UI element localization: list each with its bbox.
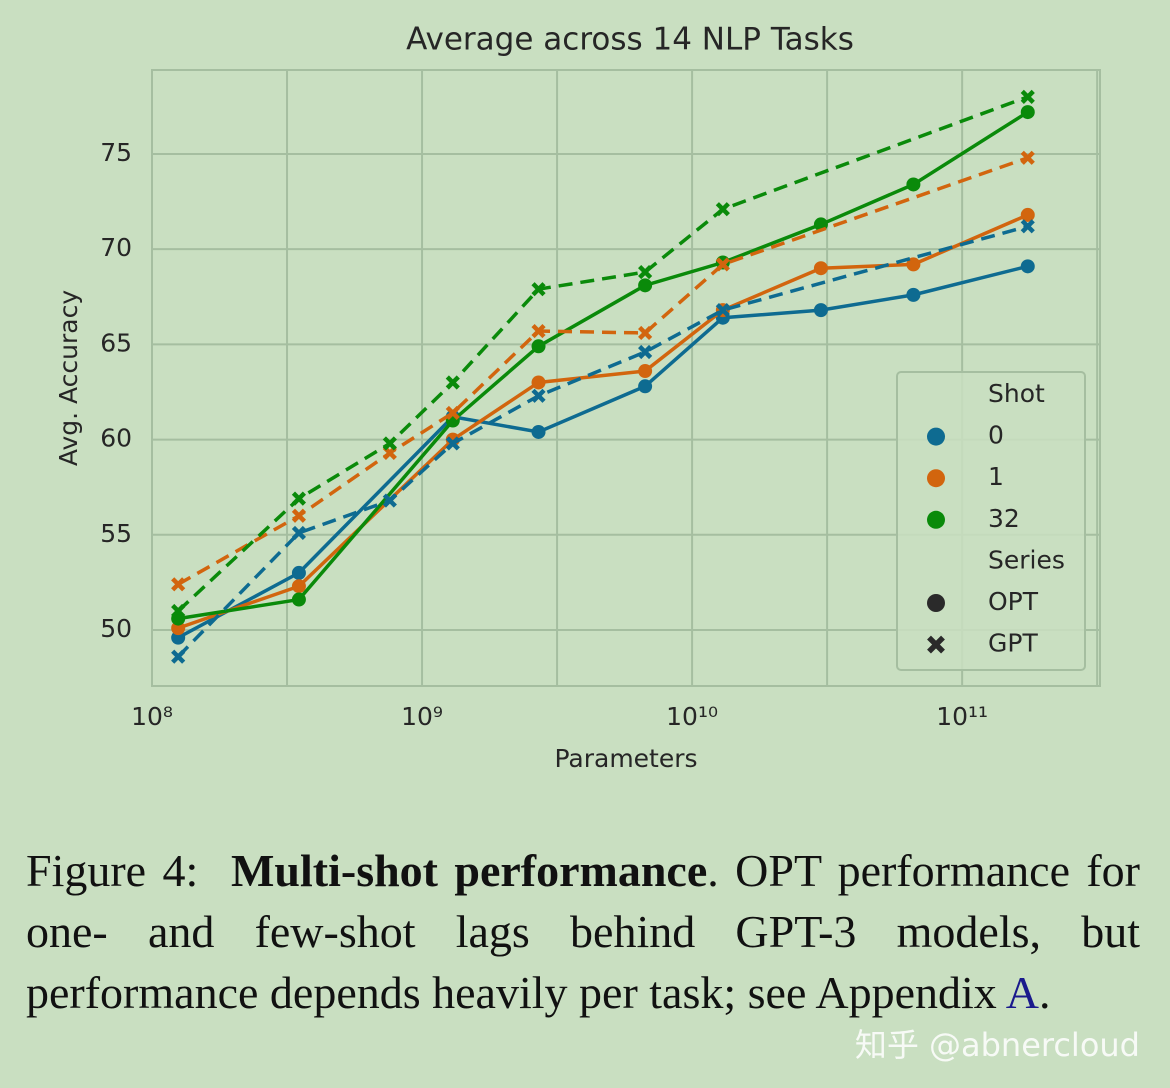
point [906, 177, 921, 192]
x-tick-label: 10⁹ [401, 702, 443, 731]
point [171, 603, 186, 619]
point [638, 325, 653, 341]
caption: Figure 4: Multi-shot performance. OPT pe… [26, 840, 1140, 1023]
point [531, 339, 546, 354]
plot-frame [151, 69, 1101, 687]
point [531, 388, 546, 403]
point [1020, 219, 1035, 234]
point [715, 257, 730, 272]
point [531, 424, 546, 439]
chart-title: Average across 14 NLP Tasks [406, 22, 854, 58]
point [906, 257, 921, 272]
point [531, 375, 546, 390]
point [715, 202, 730, 217]
y-tick-label: 55 [100, 519, 132, 548]
y-tick-label: 50 [100, 614, 132, 643]
series [171, 259, 1035, 645]
legend-title: Series [988, 545, 1065, 574]
point [1020, 89, 1035, 104]
legend-marker [927, 594, 945, 612]
point [1020, 207, 1035, 222]
caption-link[interactable]: A [1005, 967, 1039, 1018]
point [1020, 259, 1035, 274]
point [171, 649, 186, 664]
point [638, 364, 653, 379]
series-line [176, 95, 1029, 613]
legend-title: Shot [988, 379, 1045, 408]
point [445, 436, 460, 451]
point [638, 278, 653, 293]
point [813, 303, 828, 318]
point [445, 375, 460, 390]
legend-label: OPT [988, 587, 1039, 616]
y-axis-label: Avg. Accuracy [54, 290, 83, 467]
point [638, 379, 653, 394]
point [638, 344, 653, 360]
x-axis-label: Parameters [554, 744, 697, 773]
point [291, 508, 307, 523]
point [382, 436, 397, 451]
y-tick-label: 75 [100, 138, 132, 167]
series-line [177, 156, 1029, 586]
point [291, 525, 307, 540]
point [531, 323, 546, 339]
caption-end: . [1038, 967, 1051, 1018]
point [638, 264, 653, 280]
series [171, 219, 1035, 664]
point [291, 579, 306, 594]
y-tick-label: 60 [100, 424, 132, 453]
legend-box [896, 371, 1086, 671]
x-tick-label: 10⁸ [131, 702, 173, 731]
x-tick-label: 10¹¹ [936, 702, 988, 731]
chart: Average across 14 NLP Tasks Parameters A… [54, 22, 1101, 773]
y-tick-label: 65 [100, 328, 132, 357]
point [1020, 105, 1035, 120]
caption-label: Figure 4: [26, 845, 199, 896]
point [1020, 150, 1035, 165]
legend-marker [927, 427, 945, 446]
point [291, 491, 307, 506]
legend-label: 32 [988, 504, 1020, 533]
caption-bold: Multi-shot performance [231, 845, 708, 896]
point [171, 577, 186, 592]
point [906, 287, 921, 302]
legend-marker [927, 469, 945, 488]
point [813, 261, 828, 276]
watermark: 知乎 @abnercloud [854, 1026, 1140, 1064]
legend-label: 0 [988, 421, 1004, 450]
point [291, 565, 306, 580]
point [715, 303, 730, 318]
point [291, 592, 306, 607]
legend-marker [927, 510, 945, 529]
series [171, 105, 1035, 626]
legend-label: GPT [988, 629, 1038, 658]
series [171, 150, 1035, 592]
point [445, 405, 460, 421]
series [171, 89, 1035, 619]
legend-marker [927, 635, 945, 654]
legend-label: 1 [988, 462, 1004, 491]
y-tick-label: 70 [100, 233, 132, 262]
caption-text: . OPT performance for one- and few-shot … [26, 845, 1140, 1018]
point [382, 493, 397, 508]
x-tick-label: 10¹⁰ [666, 702, 718, 731]
series-line [176, 224, 1029, 658]
point [531, 282, 546, 297]
